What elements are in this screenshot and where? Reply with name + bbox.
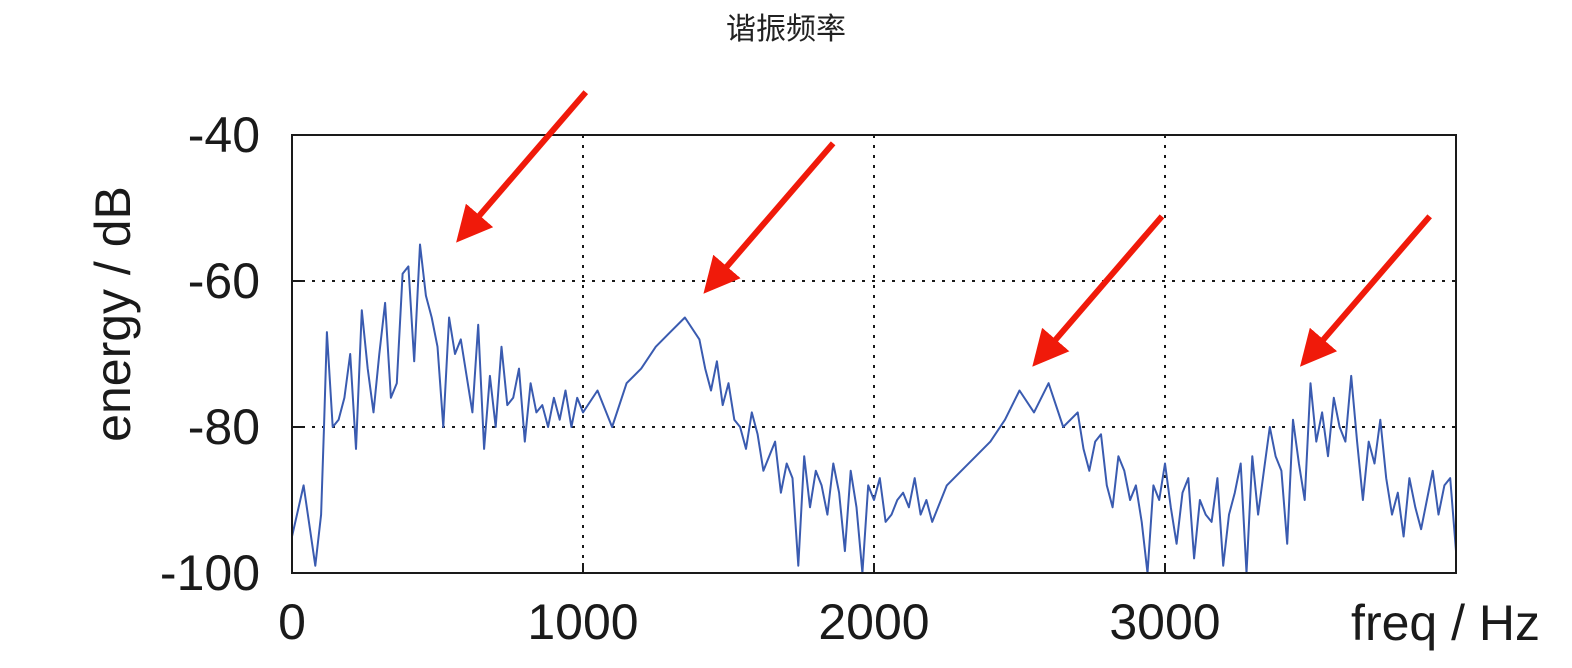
x-tick-label: 1000 xyxy=(527,594,638,650)
y-tick-label: -80 xyxy=(188,399,260,455)
x-axis-label: freq / Hz xyxy=(1351,595,1540,651)
y-tick-label: -60 xyxy=(188,253,260,309)
ticks: 0 1000 2000 3000 -40 -60 -80 -100 xyxy=(160,107,1221,650)
chart-caption: 谐振频率 xyxy=(726,12,846,47)
y-axis-label: energy / dB xyxy=(85,186,141,442)
annotation-arrow-2 xyxy=(703,141,836,294)
grid-lines xyxy=(292,135,1456,573)
x-tick-label: 2000 xyxy=(818,594,929,650)
series-layer xyxy=(291,243,1457,574)
annotation-arrow-1 xyxy=(456,90,589,243)
series-line-0 xyxy=(291,243,1457,574)
y-tick-label: -100 xyxy=(160,545,260,601)
x-tick-label: 3000 xyxy=(1109,594,1220,650)
y-tick-label: -40 xyxy=(188,107,260,163)
annotation-arrow-4 xyxy=(1299,214,1432,367)
x-tick-label: 0 xyxy=(278,594,306,650)
annotation-arrow-3 xyxy=(1032,214,1165,367)
annotation-arrows xyxy=(456,90,1432,367)
